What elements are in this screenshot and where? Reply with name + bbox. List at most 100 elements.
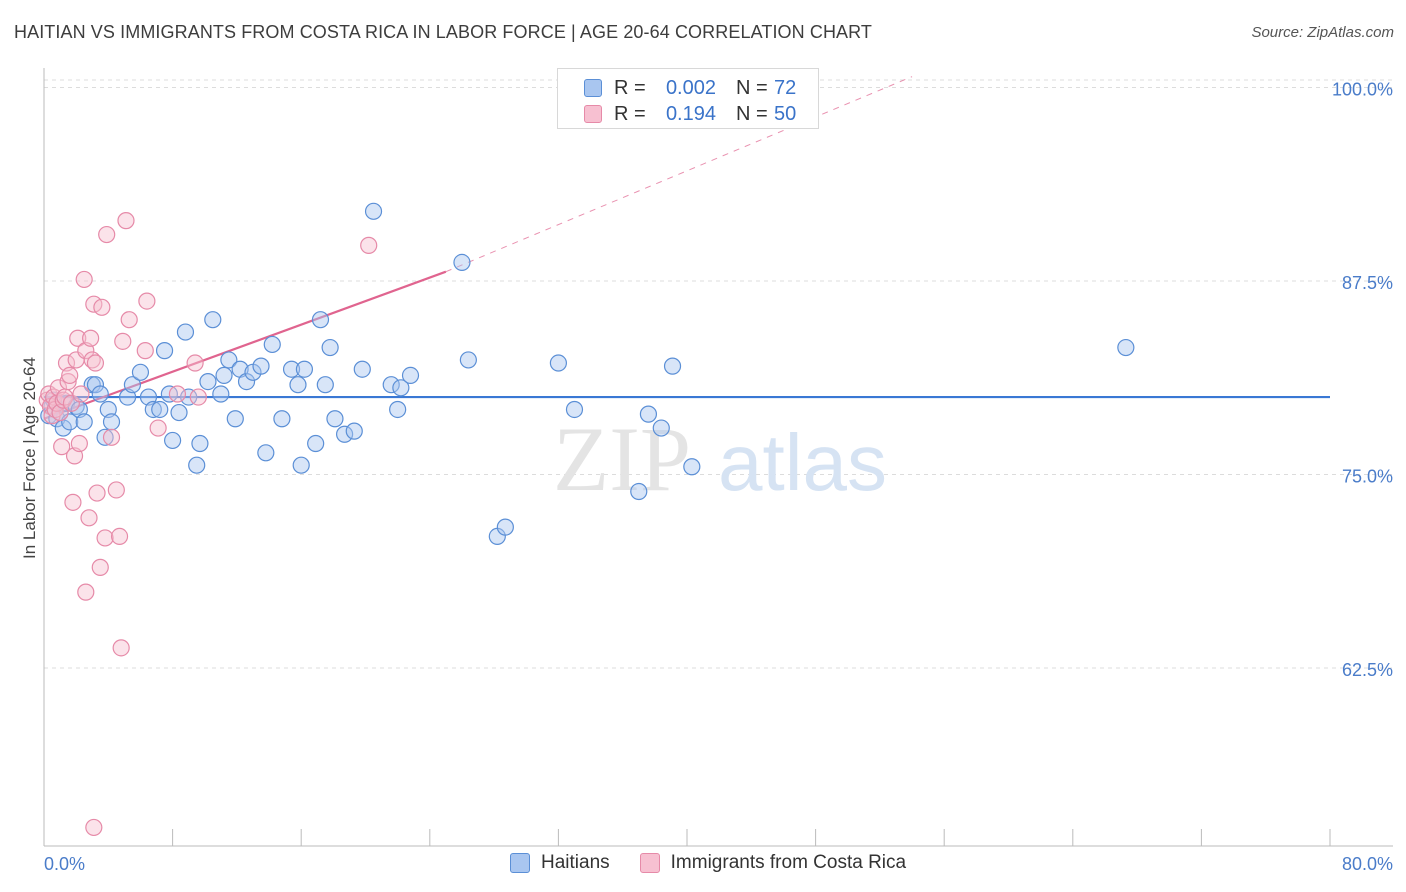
- point-haitians: [191, 434, 209, 453]
- point-costa-rica: [107, 481, 125, 499]
- point-haitians: [144, 400, 162, 419]
- axes: [43, 68, 1393, 847]
- trend-costa-rica-extension: [445, 76, 913, 273]
- point-haitians: [1117, 338, 1135, 357]
- y-axis-label: In Labor Force | Age 20-64: [20, 357, 39, 559]
- point-haitians: [326, 410, 344, 428]
- legend-n-label: N =: [736, 76, 768, 99]
- point-costa-rica: [360, 236, 378, 254]
- legend-swatch-costa-rica: [639, 853, 660, 873]
- chart-title: HAITIAN VS IMMIGRANTS FROM COSTA RICA IN…: [14, 22, 873, 42]
- legend-row-haitians: R = 0.002 N = 72: [584, 76, 796, 100]
- point-costa-rica: [189, 388, 207, 406]
- point-haitians: [226, 410, 244, 428]
- legend-n-label: N =: [736, 102, 768, 125]
- point-costa-rica: [82, 329, 100, 347]
- watermark-atlas: atlas: [718, 418, 887, 507]
- point-costa-rica: [61, 366, 79, 385]
- point-haitians: [295, 360, 314, 378]
- point-costa-rica: [86, 354, 105, 372]
- legend-swatch-costa-rica: [584, 105, 602, 123]
- point-haitians: [292, 456, 310, 474]
- point-haitians: [392, 379, 410, 397]
- point-haitians: [663, 357, 682, 375]
- point-haitians: [321, 338, 339, 357]
- y-tick-label: 87.5%: [1342, 273, 1393, 293]
- data-points: [38, 202, 1135, 837]
- trend-costa-rica: [43, 270, 447, 420]
- point-haitians: [273, 410, 291, 428]
- point-haitians: [364, 202, 383, 220]
- point-costa-rica: [149, 419, 167, 437]
- y-tick-label: 100.0%: [1332, 79, 1393, 99]
- point-costa-rica: [102, 428, 121, 446]
- point-haitians: [345, 422, 363, 440]
- point-costa-rica: [85, 818, 103, 837]
- point-haitians: [389, 400, 407, 419]
- point-haitians: [252, 357, 270, 375]
- point-haitians: [257, 444, 275, 462]
- point-haitians: [311, 311, 330, 329]
- legend-swatch-haitians: [584, 79, 602, 97]
- tick-labels: 100.0% 87.5% 75.0% 62.5% 0.0% 80.0%: [44, 79, 1393, 874]
- point-costa-rica: [136, 342, 154, 360]
- point-haitians: [215, 366, 233, 385]
- point-haitians: [382, 376, 400, 394]
- point-haitians: [75, 413, 93, 431]
- x-tick-label: 0.0%: [44, 854, 85, 874]
- point-costa-rica: [88, 484, 106, 502]
- point-haitians: [102, 413, 121, 431]
- point-haitians: [170, 403, 188, 422]
- point-haitians: [652, 419, 670, 437]
- point-costa-rica: [69, 329, 87, 347]
- point-costa-rica: [120, 311, 138, 329]
- point-haitians: [683, 458, 701, 476]
- legend-n-value: 72: [774, 76, 797, 99]
- point-costa-rica: [91, 558, 109, 576]
- point-haitians: [212, 385, 230, 403]
- point-costa-rica: [59, 373, 77, 391]
- point-haitians: [131, 363, 150, 381]
- point-costa-rica: [80, 509, 98, 527]
- legend-item-costa-rica[interactable]: Immigrants from Costa Rica: [639, 852, 907, 874]
- legend-r-value: 0.194: [665, 102, 716, 125]
- point-costa-rica: [75, 270, 93, 289]
- point-haitians: [86, 376, 105, 394]
- legend-label-costa-rica: Immigrants from Costa Rica: [670, 852, 907, 873]
- point-haitians: [123, 376, 142, 394]
- point-haitians: [565, 400, 584, 419]
- source-label: Source: ZipAtlas.com: [1251, 24, 1394, 41]
- point-costa-rica: [77, 583, 95, 601]
- point-haitians: [188, 456, 206, 474]
- point-haitians: [220, 351, 238, 369]
- point-costa-rica: [112, 639, 130, 657]
- point-haitians: [151, 400, 169, 419]
- legend-r-label: R =: [614, 102, 646, 125]
- point-costa-rica: [117, 212, 135, 230]
- point-haitians: [401, 366, 420, 385]
- point-haitians: [353, 360, 371, 378]
- point-costa-rica: [93, 298, 111, 316]
- point-haitians: [199, 373, 217, 391]
- legend-row-costa-rica: R = 0.194 N = 50: [584, 102, 796, 126]
- point-costa-rica: [83, 351, 101, 369]
- point-costa-rica: [168, 385, 187, 403]
- point-haitians: [639, 405, 658, 423]
- point-haitians: [549, 354, 568, 372]
- point-costa-rica: [110, 527, 129, 546]
- point-costa-rica: [72, 385, 90, 403]
- point-costa-rica: [114, 332, 132, 350]
- point-haitians: [176, 323, 195, 341]
- trend-lines: [43, 76, 1330, 420]
- point-haitians: [155, 342, 174, 360]
- point-costa-rica: [186, 354, 204, 372]
- point-costa-rica: [98, 225, 116, 244]
- point-haitians: [307, 434, 325, 453]
- point-haitians: [237, 373, 256, 391]
- y-tick-label: 62.5%: [1342, 660, 1393, 680]
- legend-item-haitians[interactable]: Haitians: [510, 852, 610, 874]
- point-haitians: [180, 388, 198, 406]
- point-costa-rica: [64, 493, 82, 511]
- point-haitians: [336, 425, 354, 443]
